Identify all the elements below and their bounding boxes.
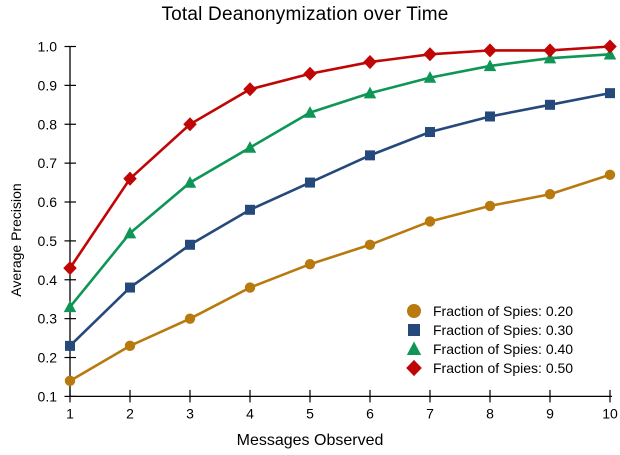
series-line (68, 52, 611, 308)
y-tick-label: 0.3 (38, 311, 58, 327)
data-point (184, 313, 196, 324)
data-point (64, 375, 76, 387)
legend-label: Fraction of Spies: 0.20 (433, 303, 574, 319)
y-tick-label: 1.0 (38, 39, 58, 55)
y-tick-label: 0.2 (38, 350, 58, 366)
data-point (183, 176, 197, 188)
series-3 (63, 39, 617, 276)
data-point (364, 239, 376, 250)
data-point (244, 282, 256, 293)
legend: Fraction of Spies: 0.20 Fraction of Spie… (404, 303, 573, 376)
data-point (125, 282, 135, 293)
data-point (483, 59, 497, 72)
data-point (603, 39, 617, 54)
x-tick-label: 5 (306, 405, 314, 421)
legend-label: Fraction of Spies: 0.40 (433, 341, 574, 357)
data-point (183, 117, 197, 132)
legend-square-marker-icon (408, 324, 420, 336)
series-line (69, 91, 611, 347)
data-point (243, 82, 257, 97)
series-1 (65, 88, 615, 351)
legend-label: Fraction of Spies: 0.50 (433, 360, 574, 376)
data-point (545, 99, 555, 110)
x-tick-label: 9 (546, 405, 554, 421)
data-point (483, 43, 497, 58)
series-2 (63, 47, 617, 313)
legend-circle-marker-icon (407, 304, 421, 318)
legend-label: Fraction of Spies: 0.30 (433, 322, 574, 338)
diamond-icon (406, 360, 422, 376)
data-point (63, 261, 77, 276)
legend-triangle-marker-icon (406, 341, 422, 355)
data-point (484, 200, 496, 212)
data-point (123, 171, 137, 186)
x-tick-label: 6 (366, 405, 374, 421)
data-point (423, 71, 437, 83)
series-line (69, 173, 611, 382)
data-point (363, 86, 377, 99)
y-axis-label: Average Precision (8, 183, 24, 297)
data-point (305, 177, 315, 188)
data-point (63, 300, 77, 313)
x-tick-label: 10 (602, 405, 618, 421)
data-point (543, 43, 557, 58)
x-tick-label: 8 (486, 405, 494, 421)
data-point (124, 340, 136, 352)
data-point (544, 189, 556, 200)
y-tick-label: 0.1 (38, 388, 58, 404)
data-point (604, 169, 616, 180)
data-point (123, 226, 137, 239)
y-tick-label: 0.4 (38, 272, 58, 288)
data-point (605, 88, 615, 99)
legend-item: Fraction of Spies: 0.30 (404, 322, 573, 338)
x-tick-label: 2 (126, 405, 134, 421)
data-point (363, 55, 377, 70)
data-point (304, 259, 316, 270)
data-point (425, 127, 435, 138)
data-point (303, 66, 317, 81)
x-tick-label: 1 (66, 405, 74, 421)
data-point (603, 47, 617, 60)
data-point (424, 216, 436, 227)
x-tick-label: 4 (246, 405, 254, 421)
y-tick-label: 0.9 (38, 77, 58, 93)
data-point (543, 51, 557, 64)
x-tick-label: 7 (426, 405, 434, 421)
x-tick-label: 3 (186, 405, 194, 421)
data-point (243, 141, 257, 153)
triangle-icon (406, 341, 422, 355)
square-icon (408, 324, 420, 336)
legend-item: Fraction of Spies: 0.50 (404, 360, 573, 376)
data-point (423, 47, 437, 62)
data-point (365, 150, 375, 161)
data-point (245, 204, 255, 215)
data-point (303, 106, 317, 118)
y-tick-label: 0.7 (38, 155, 58, 171)
data-point (65, 340, 75, 351)
data-point (485, 111, 495, 122)
circle-icon (407, 304, 421, 318)
data-point (185, 239, 195, 250)
y-tick-label: 0.8 (38, 116, 58, 132)
legend-item: Fraction of Spies: 0.40 (404, 341, 573, 357)
x-axis-label: Messages Observed (236, 432, 384, 449)
series-0 (64, 169, 616, 387)
y-tick-label: 0.6 (38, 194, 58, 210)
legend-item: Fraction of Spies: 0.20 (404, 303, 573, 319)
y-tick-label: 0.5 (38, 233, 58, 249)
series-line (68, 45, 611, 269)
legend-diamond-marker-icon (406, 360, 422, 376)
chart-title: Total Deanonymization over Time (161, 4, 449, 25)
